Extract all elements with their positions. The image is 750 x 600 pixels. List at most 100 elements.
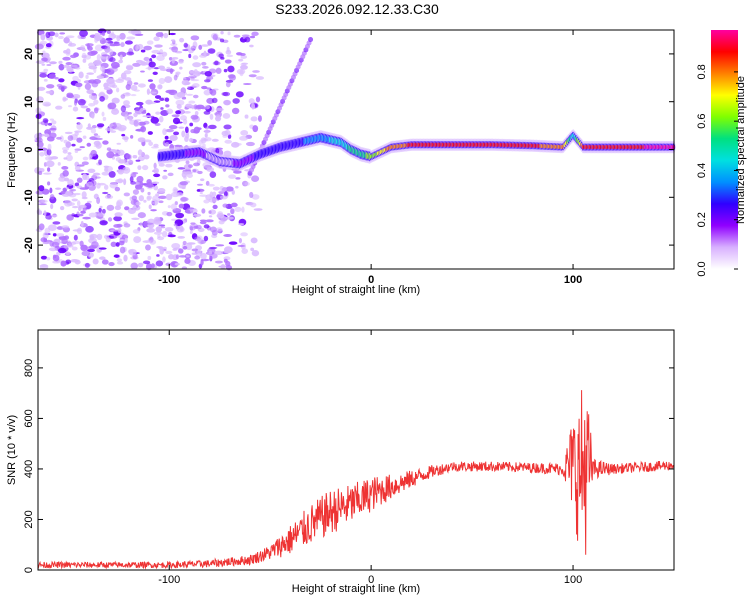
spectrogram-noise-blob xyxy=(48,73,56,80)
spectrogram-noise-blob xyxy=(193,104,198,110)
spectrogram-noise-blob xyxy=(45,43,52,48)
spectrogram-noise-blob xyxy=(219,195,228,200)
spectrogram-noise-blob xyxy=(86,89,95,95)
spectrogram-noise-blob xyxy=(116,87,120,93)
spectrogram-noise-blob xyxy=(147,101,157,105)
spectrogram-noise-blob xyxy=(38,185,45,192)
spectrogram-noise-blob xyxy=(98,247,107,250)
spectrogram-noise-blob xyxy=(192,94,199,99)
spectrogram-noise-blob xyxy=(188,75,197,79)
spectrogram-noise-blob xyxy=(175,110,182,115)
spectrogram-noise-blob xyxy=(131,217,140,220)
spectrogram-noise-blob xyxy=(217,211,223,216)
spectrogram-noise-blob xyxy=(208,183,215,187)
spectrogram-noise-blob xyxy=(176,91,186,98)
spectrogram-noise-blob xyxy=(223,258,228,263)
spectrogram-noise-blob xyxy=(47,122,53,126)
spectrogram-noise-blob xyxy=(251,194,260,200)
spectrogram-noise-blob xyxy=(157,234,161,239)
spectrogram-noise-blob xyxy=(257,115,262,122)
spectrogram-noise-blob xyxy=(209,171,217,179)
spectrogram-noise-blob xyxy=(142,115,152,118)
spectrogram-noise-blob xyxy=(211,97,218,104)
spectrogram-noise-blob xyxy=(76,227,83,235)
spectrogram-noise-blob xyxy=(65,51,71,56)
spectrogram-noise-blob xyxy=(207,48,216,54)
spectrogram-noise-blob xyxy=(170,203,177,210)
spectrogram-noise-blob xyxy=(170,260,179,268)
spectrogram-noise-blob xyxy=(250,247,255,252)
spectrogram-noise-layer xyxy=(33,28,314,271)
spectrogram-noise-blob xyxy=(120,42,125,48)
spectrogram-noise-blob xyxy=(99,205,103,209)
spectrogram-noise-blob xyxy=(203,50,207,57)
spectrogram-noise-blob xyxy=(193,162,200,167)
spectrogram-noise-blob xyxy=(45,90,53,94)
spectrogram-noise-blob xyxy=(66,94,74,99)
spectrogram-noise-blob xyxy=(183,42,188,48)
spectrogram-noise-blob xyxy=(94,37,98,43)
spectrogram-noise-blob xyxy=(42,241,51,245)
spectrogram-noise-blob xyxy=(165,193,173,201)
spectrogram-noise-blob xyxy=(87,46,93,51)
spectrogram-noise-blob xyxy=(81,250,91,257)
spectrogram-noise-blob xyxy=(88,154,92,161)
spectrogram-noise-blob xyxy=(240,54,248,59)
spectrogram-noise-blob xyxy=(185,103,193,109)
spectrogram-noise-blob xyxy=(69,188,77,192)
spectrogram-noise-blob xyxy=(198,44,203,50)
spectrogram-noise-blob xyxy=(158,115,164,123)
spectrogram-noise-blob xyxy=(155,260,164,267)
spectrogram-noise-blob xyxy=(215,114,221,120)
spectrogram-noise-blob xyxy=(56,136,62,140)
spectrogram-noise-blob xyxy=(39,147,48,151)
spectrogram-noise-blob xyxy=(211,138,219,142)
spectrogram-noise-blob xyxy=(122,166,131,174)
spectrogram-noise-blob xyxy=(144,139,152,143)
spectrogram-noise-blob xyxy=(81,191,87,199)
spectrogram-noise-blob xyxy=(189,122,194,127)
spectrogram-noise-blob xyxy=(154,44,163,48)
spectrogram-noise-blob xyxy=(165,163,173,168)
spectrogram-noise-blob xyxy=(85,43,94,47)
spectrogram-noise-blob xyxy=(207,39,213,46)
spectrogram-noise-blob xyxy=(199,191,203,195)
spectrogram-noise-blob xyxy=(129,116,133,121)
spectrogram-noise-blob xyxy=(71,246,78,251)
spectrogram-noise-blob xyxy=(170,39,176,42)
figure-title: S233.2026.092.12.33.C30 xyxy=(275,1,439,17)
spectrogram-y-tick-label: 20 xyxy=(23,48,35,60)
spectrogram-noise-blob xyxy=(137,137,146,143)
spectrogram-noise-blob xyxy=(234,206,242,212)
spectrogram-noise-blob xyxy=(178,60,184,64)
spectrogram-noise-blob xyxy=(157,187,166,194)
snr-y-tick-label: 200 xyxy=(23,510,35,528)
spectrogram-noise-blob xyxy=(171,114,180,118)
spectrogram-noise-blob xyxy=(151,181,160,185)
spectrogram-noise-blob xyxy=(112,153,121,157)
spectrogram-noise-blob xyxy=(249,191,254,199)
spectrogram-noise-blob xyxy=(191,168,199,174)
spectrogram-noise-blob xyxy=(88,102,96,107)
spectrogram-y-tick-label: 0 xyxy=(23,146,35,152)
spectrogram-noise-blob xyxy=(240,130,249,136)
spectrogram-noise-blob xyxy=(187,207,195,210)
spectrogram-noise-blob xyxy=(137,83,146,88)
spectrogram-noise-blob xyxy=(58,85,67,91)
spectrogram-noise-blob xyxy=(108,170,116,178)
spectrogram-noise-blob xyxy=(215,244,225,247)
spectrogram-noise-blob xyxy=(82,58,87,63)
spectrogram-noise-blob xyxy=(220,215,228,222)
spectrogram-noise-blob xyxy=(206,76,214,80)
spectrogram-noise-blob xyxy=(41,188,50,195)
spectrogram-noise-blob xyxy=(174,262,180,266)
spectrogram-noise-blob xyxy=(96,123,105,128)
spectrogram-noise-blob xyxy=(85,107,91,113)
spectrogram-noise-blob xyxy=(35,137,42,141)
spectrogram-noise-blob xyxy=(58,35,64,40)
spectrogram-noise-blob xyxy=(57,161,61,166)
snr-y-tick-label: 800 xyxy=(23,359,35,377)
spectrogram-noise-blob xyxy=(63,177,70,182)
